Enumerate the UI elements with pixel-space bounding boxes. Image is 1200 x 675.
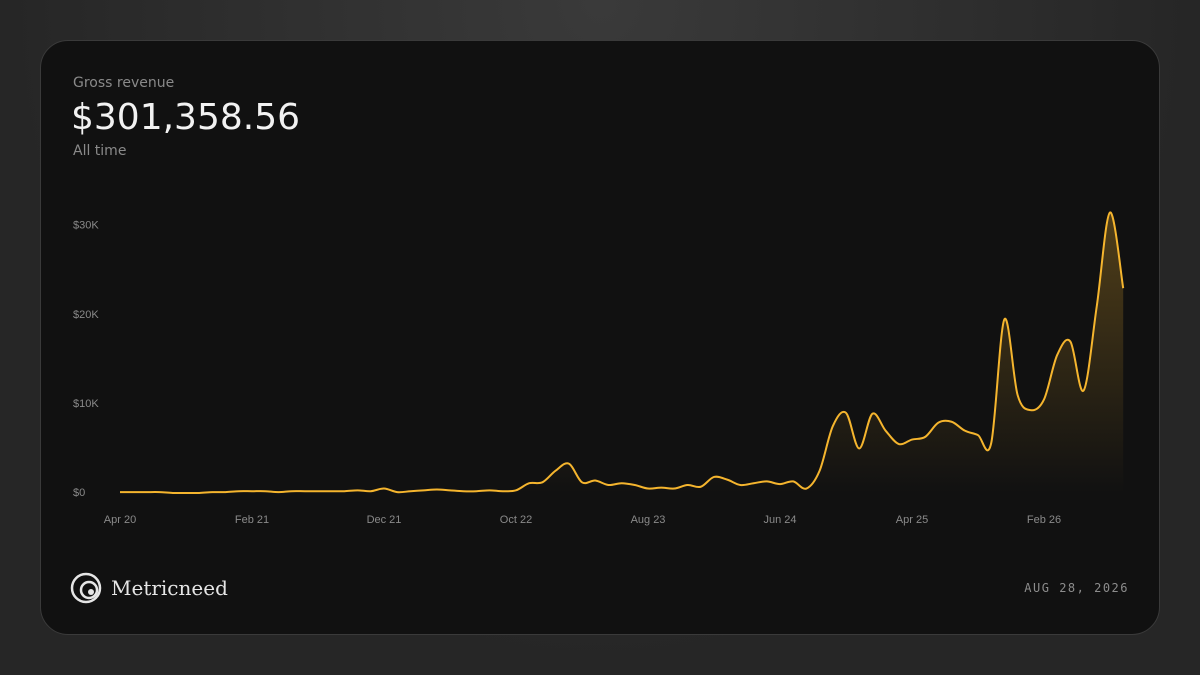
x-tick-label: Feb 21 [235, 514, 269, 526]
area [120, 212, 1124, 494]
report-date: AUG 28, 2026 [1024, 581, 1129, 595]
y-tick-label: $30K [73, 220, 99, 232]
x-tick-label: Apr 25 [896, 514, 928, 526]
card: Gross revenue $301,358.56 All time Metri… [40, 40, 1160, 635]
y-tick-label: $10K [73, 398, 99, 410]
brand-logo [70, 572, 102, 604]
metric-label: Gross revenue [73, 75, 175, 91]
x-tick-label: Apr 20 [104, 514, 136, 526]
x-tick-label: Feb 26 [1027, 514, 1061, 526]
metric-range: All time [73, 143, 127, 159]
x-tick-label: Dec 21 [367, 514, 402, 526]
brand-name: Metricneed [111, 576, 228, 600]
y-tick-label: $0 [73, 487, 85, 499]
x-tick-label: Aug 23 [631, 514, 666, 526]
x-tick-label: Jun 24 [763, 514, 796, 526]
metric-total: $301,358.56 [71, 97, 301, 138]
x-tick-label: Oct 22 [500, 514, 532, 526]
y-tick-label: $20K [73, 309, 99, 321]
line [120, 211, 1125, 495]
